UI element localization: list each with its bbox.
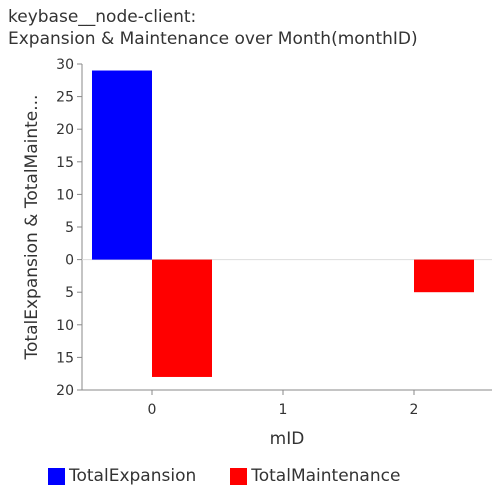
bar-totalmaintenance-2 xyxy=(414,259,474,293)
y-tick-label: 20 xyxy=(56,122,74,138)
bar-totalexpansion-0 xyxy=(92,70,152,260)
y-tick-label: 5 xyxy=(65,220,74,236)
bar-totalmaintenance-0 xyxy=(152,259,212,377)
legend: TotalExpansion TotalMaintenance xyxy=(48,466,434,486)
y-tick-label: 25 xyxy=(56,90,74,106)
legend-item-expansion[interactable]: TotalExpansion xyxy=(48,466,196,486)
y-tick-label: 5 xyxy=(65,285,74,301)
x-tick-label: 0 xyxy=(148,402,157,418)
x-axis-title: mID xyxy=(270,429,305,449)
x-tick-label: 2 xyxy=(410,402,419,418)
chart-title-line-2: Expansion & Maintenance over Month(month… xyxy=(8,29,418,49)
legend-swatch-maintenance xyxy=(230,467,248,485)
legend-label-maintenance: TotalMaintenance xyxy=(251,466,401,486)
legend-swatch-expansion xyxy=(48,467,65,485)
chart-title-line-1: keybase__node-client: xyxy=(8,7,197,27)
y-tick-label: 15 xyxy=(56,350,74,366)
legend-item-maintenance[interactable]: TotalMaintenance xyxy=(230,466,400,486)
y-axis-title: TotalExpansion & TotalMainte... xyxy=(22,95,42,361)
y-tick-label: 15 xyxy=(56,155,74,171)
legend-label-expansion: TotalExpansion xyxy=(69,466,197,486)
y-tick-label: 30 xyxy=(56,57,74,73)
x-axis: 0 1 2 xyxy=(82,389,492,418)
x-tick-label: 1 xyxy=(279,402,288,418)
chart-title: keybase__node-client: Expansion & Mainte… xyxy=(8,6,418,50)
y-tick-label: 0 xyxy=(65,253,74,269)
y-tick-label: 10 xyxy=(56,318,74,334)
y-tick-label: 20 xyxy=(56,383,74,399)
y-tick-label: 10 xyxy=(56,187,74,203)
bars-group xyxy=(92,70,474,377)
